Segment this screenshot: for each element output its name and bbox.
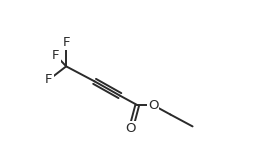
Text: F: F	[62, 36, 70, 49]
Text: F: F	[52, 49, 60, 62]
Text: O: O	[148, 99, 158, 112]
Text: F: F	[45, 73, 53, 86]
Text: O: O	[126, 122, 136, 135]
